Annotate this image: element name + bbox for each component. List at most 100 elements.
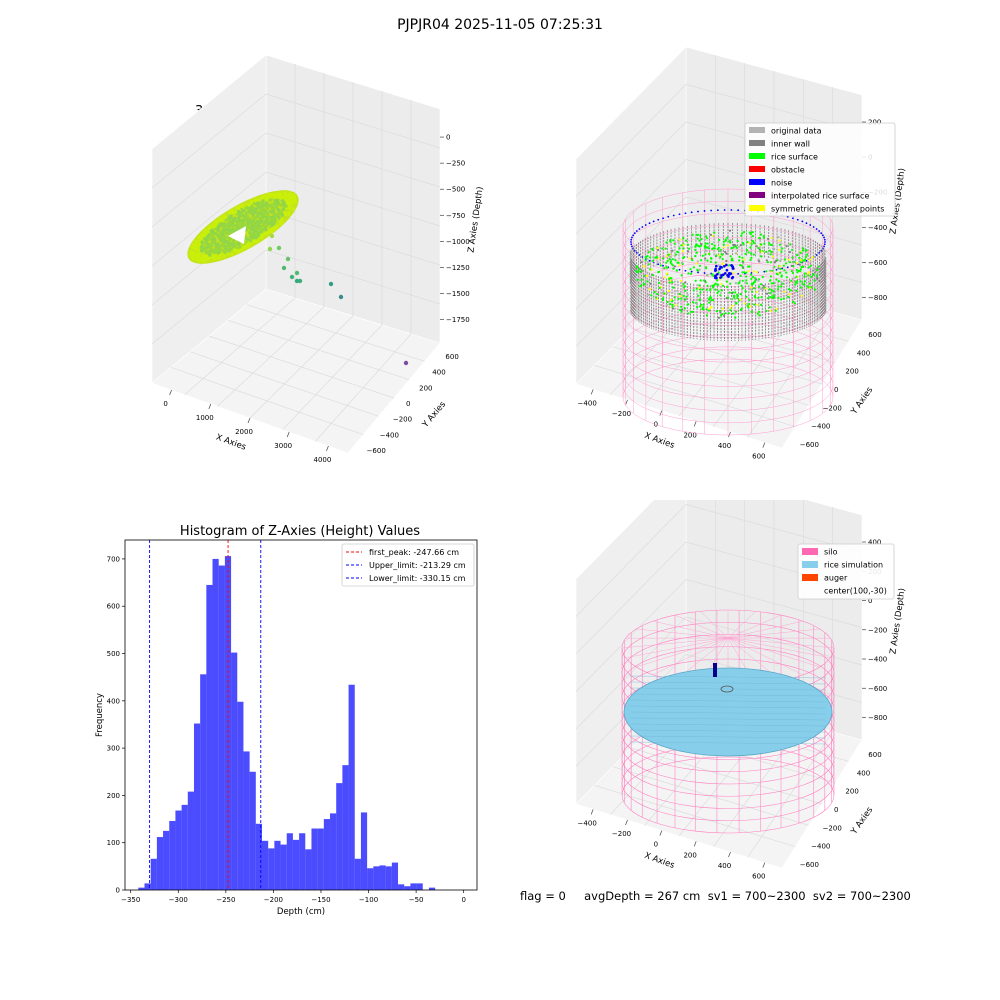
classified-point (640, 261, 643, 264)
raw-data-point (247, 203, 251, 207)
y-tick-label: 0 (116, 887, 120, 895)
raw-data-point (210, 247, 214, 251)
raw-data-point (264, 208, 268, 212)
classified-point (674, 304, 677, 307)
histogram-bar (261, 840, 269, 890)
classified-point (669, 279, 672, 282)
classified-point (688, 257, 691, 260)
classified-point (720, 250, 723, 253)
classified-point (744, 290, 747, 293)
classified-point (739, 274, 742, 277)
outlier-point (289, 274, 295, 280)
classified-point (736, 239, 739, 243)
classified-point (637, 268, 641, 271)
classified-point (768, 306, 771, 309)
classified-point (672, 267, 675, 270)
histogram-bar (385, 866, 392, 890)
raw-data-point (211, 253, 215, 257)
raw-data-point (250, 225, 254, 229)
grid-line (265, 93, 441, 149)
silo-roof-line (625, 637, 729, 659)
raw-data-point (237, 242, 241, 246)
classified-point (743, 302, 746, 305)
x-tick-mark (247, 417, 251, 424)
histogram-bar (360, 812, 368, 890)
y-tick-label: 400 (857, 349, 870, 357)
classified-point (813, 279, 816, 282)
classified-point (662, 257, 665, 260)
x-tick-label: 4000 (313, 456, 331, 464)
raw-data-point (217, 226, 221, 230)
grid-line (575, 541, 687, 655)
classified-point (745, 279, 748, 282)
classified-point (816, 269, 819, 272)
noise-point (818, 230, 821, 232)
classified-point (656, 292, 659, 296)
y-tick-label: 600 (445, 353, 458, 361)
classified-point (748, 302, 751, 306)
raw-data-point (245, 215, 249, 219)
classified-point (796, 271, 799, 274)
classified-point (752, 240, 755, 243)
x-tick-mark (659, 410, 663, 416)
classified-point (770, 250, 773, 254)
classified-point (671, 307, 674, 310)
noise-point (812, 226, 815, 228)
raw-data-point (205, 245, 209, 249)
classified-point (679, 295, 682, 298)
classified-point (687, 272, 690, 275)
noise-point (690, 270, 693, 273)
classified-point (644, 259, 647, 262)
raw-data-point (274, 192, 278, 196)
classified-point (643, 265, 646, 268)
raw-data-point (223, 244, 227, 248)
classified-point (762, 288, 765, 291)
noise-cluster-point (723, 265, 726, 268)
noise-point (690, 211, 693, 214)
histogram-bar (268, 848, 275, 890)
classified-point (708, 298, 711, 301)
classified-point (744, 281, 747, 284)
classified-point (698, 284, 701, 287)
classified-point (665, 303, 668, 306)
legend-label: Lower_limit: -330.15 cm (369, 574, 466, 583)
raw-data-point (230, 209, 234, 213)
classified-point (705, 235, 708, 238)
classified-point (799, 280, 802, 283)
classified-point (754, 277, 757, 280)
classified-point (711, 234, 714, 237)
raw-data-point (194, 244, 198, 248)
classified-point (730, 247, 733, 250)
x-axis-label: X Axies (643, 851, 676, 871)
classified-point (757, 296, 760, 299)
noise-cluster-point (727, 275, 730, 278)
classified-point (779, 260, 782, 263)
classified-point (772, 290, 775, 293)
raw-data-point (283, 191, 287, 195)
classified-point (738, 255, 741, 258)
legend-box (797, 543, 895, 600)
x-tick-label: 1000 (196, 414, 214, 422)
classified-point (807, 266, 810, 269)
noise-point (710, 209, 713, 212)
classified-point (802, 249, 805, 252)
classified-point (741, 279, 744, 282)
y-tick-label: −400 (380, 431, 399, 439)
legend-label: first_peak: -247.66 cm (369, 548, 459, 557)
raw-data-point (203, 232, 207, 236)
classified-point (698, 299, 701, 302)
classified-point (684, 239, 688, 242)
raw-data-point (243, 245, 247, 249)
classified-point (650, 294, 653, 297)
classified-point (738, 281, 741, 284)
histogram-bar (286, 833, 293, 890)
classified-point (667, 253, 670, 256)
noise-point (792, 217, 794, 220)
legend-label: rice surface (771, 153, 818, 162)
histogram-bar (249, 771, 256, 890)
raw-data-point (258, 212, 262, 216)
classified-point (741, 286, 744, 290)
classified-point (702, 303, 705, 306)
classified-point (804, 258, 807, 261)
histogram-bar (373, 866, 380, 890)
